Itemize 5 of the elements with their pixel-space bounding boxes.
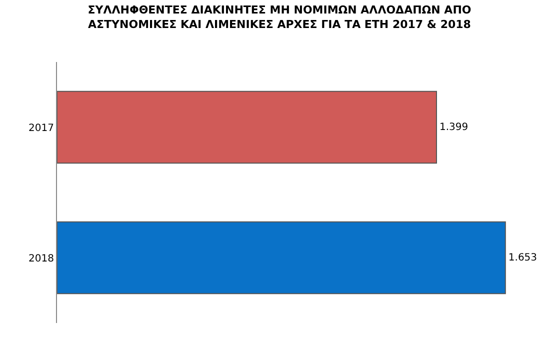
y-tick-label: 2017 [28, 122, 54, 134]
y-tick-label: 2018 [28, 253, 54, 264]
data-label: 1.653 [508, 252, 538, 264]
chart-title: ΣΥΛΛΗΦΘΕΝΤΕΣ ΔΙΑΚΙΝΗΤΕΣ ΜΗ ΝΟΜΙΜΩΝ ΑΛΛΟΔΑΠΩΝ ΑΠΟ ΑΣΤΥΝΟΜΙΚΕΣ ΚΑΙ ΛΙΜΕΝΙΚΕΣ ΑΡΧΕΣ ΓΙΑ ΤΑ ΕΤΗ 2017 & 2018 [88, 4, 472, 31]
data-label: 1.399 [440, 122, 468, 133]
